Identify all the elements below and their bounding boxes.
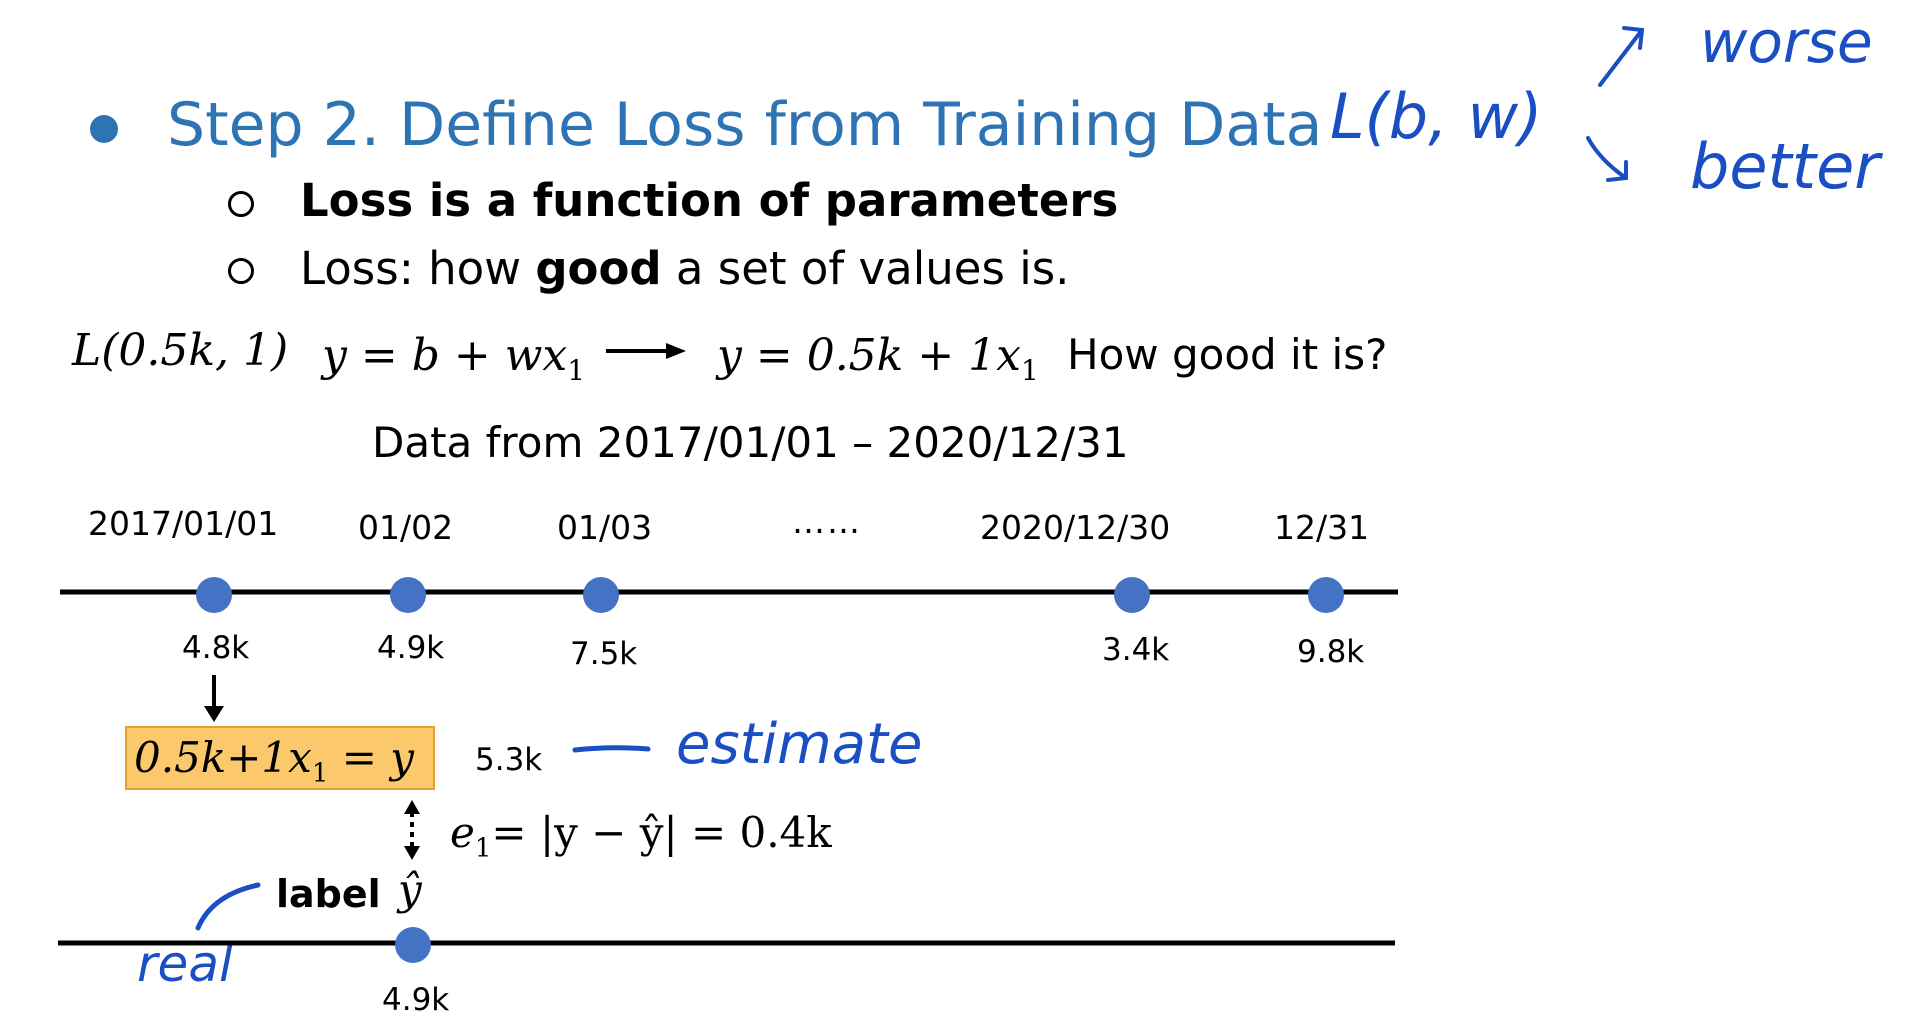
value-label: 7.5k — [570, 636, 638, 672]
estimate-formula-box — [125, 726, 435, 790]
label-symbol: ŷ — [398, 865, 422, 914]
label-point-dot — [395, 927, 431, 963]
date-label: 2017/01/01 — [88, 504, 279, 543]
error-arrow-up — [404, 800, 420, 814]
date-label: 01/02 — [358, 508, 454, 547]
label-value: 4.9k — [382, 982, 450, 1018]
estimate-dash-stroke — [572, 745, 651, 753]
data-point-dot — [1308, 577, 1344, 613]
label-word: label — [276, 872, 381, 916]
bullet-loss-function: Loss is a function of parameters — [300, 174, 1119, 227]
value-label: 4.8k — [182, 630, 250, 666]
error-expression: e1= |y − ŷ| = 0.4k — [450, 808, 832, 864]
instance-equation: y = 0.5k + 1x1 — [717, 330, 1039, 387]
value-label: 9.8k — [1297, 634, 1365, 670]
slide-title: Step 2. Define Loss from Training Data — [167, 90, 1323, 160]
date-label: 2020/12/30 — [980, 508, 1171, 547]
data-point-dot — [196, 577, 232, 613]
right-arrow-head — [666, 343, 686, 359]
handwritten-worse: worse — [1700, 8, 1873, 76]
sub-bullet-1 — [228, 191, 254, 217]
better-arrow-stroke — [1586, 136, 1628, 180]
data-range-caption: Data from 2017/01/01 – 2020/12/31 — [372, 418, 1129, 467]
ellipsis: …… — [792, 502, 862, 541]
handwritten-estimate: estimate — [676, 712, 923, 777]
error-arrow-down — [404, 846, 420, 860]
value-label: 4.9k — [377, 630, 445, 666]
data-point-dot — [390, 577, 426, 613]
worse-arrow-head — [1622, 26, 1645, 50]
estimate-value: 5.3k — [475, 742, 543, 778]
input-arrow-head — [204, 706, 224, 722]
real-pointer-stroke — [195, 882, 261, 931]
date-label: 01/03 — [557, 508, 653, 547]
bullet-loss-how-good: Loss: how good a set of values is. — [300, 242, 1070, 295]
date-label: 12/31 — [1274, 508, 1370, 547]
handwritten-better: better — [1690, 130, 1880, 203]
how-good-question: How good it is? — [1067, 330, 1388, 379]
better-arrow-head — [1606, 160, 1628, 182]
handwritten-loss: L(b, w) — [1330, 80, 1543, 153]
sub-bullet-2 — [228, 258, 254, 284]
worse-arrow-stroke — [1598, 28, 1644, 87]
loss-expression: L(0.5k, 1) — [72, 325, 289, 376]
title-bullet — [90, 115, 118, 143]
data-point-dot — [583, 577, 619, 613]
data-point-dot — [1114, 577, 1150, 613]
value-label: 3.4k — [1102, 632, 1170, 668]
model-equation: y = b + wx1 — [322, 330, 586, 387]
estimate-formula: 0.5k+1x1 = y — [134, 733, 415, 789]
